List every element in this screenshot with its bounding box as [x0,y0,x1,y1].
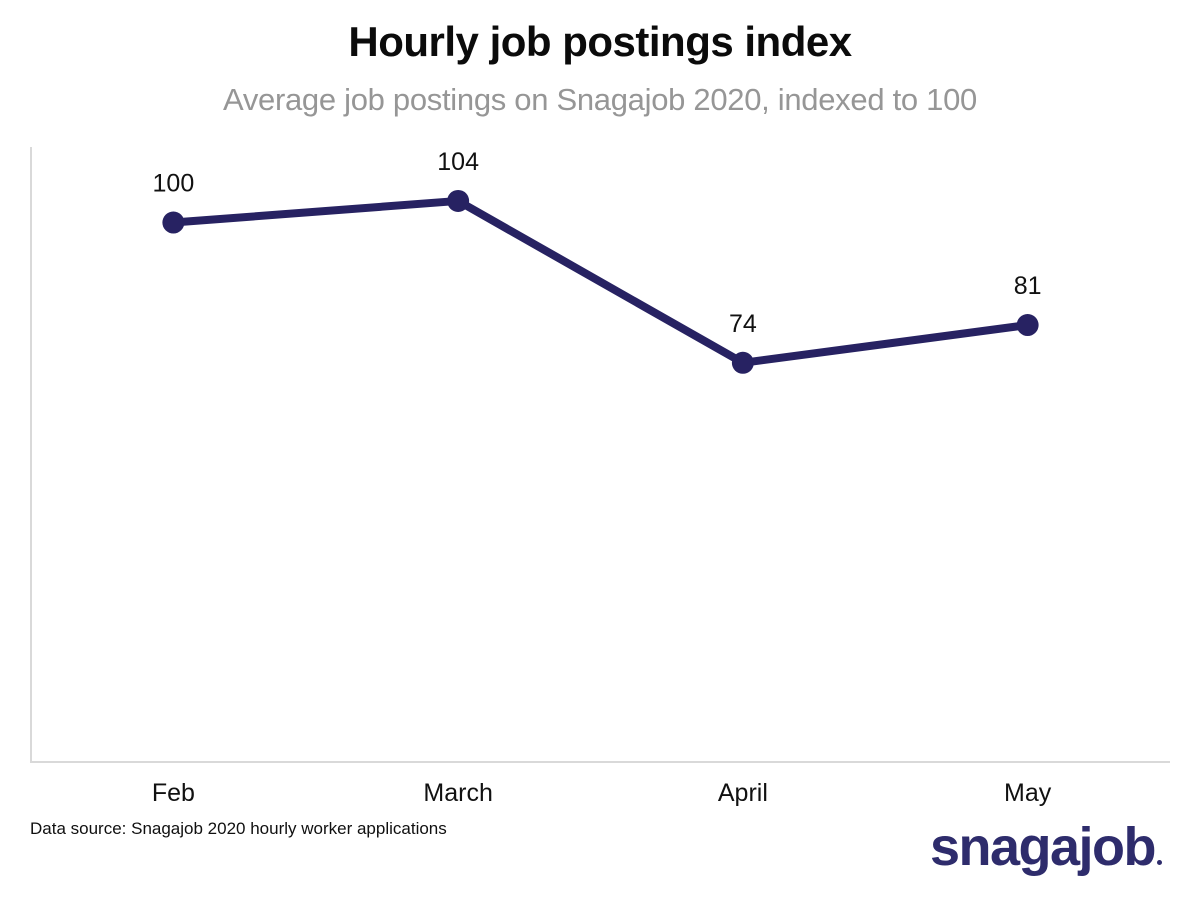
x-tick-label: March [423,779,492,807]
data-point-may [1016,314,1039,337]
value-labels-group: 100 104 74 81 [153,148,1042,338]
x-tick-labels-group: Feb March April May [152,779,1052,807]
data-point-april [731,351,754,374]
data-point-march [447,189,470,212]
x-tick-label: April [718,779,768,807]
snagajob-logo: snagajob [930,820,1162,874]
data-point-feb [162,211,185,234]
x-tick-label: May [1004,779,1052,807]
value-label: 104 [437,148,479,176]
value-label: 81 [1014,272,1042,300]
chart-title: Hourly job postings index [348,18,852,65]
value-label: 100 [153,170,195,198]
data-source-note: Data source: Snagajob 2020 hourly worker… [30,819,447,838]
value-label: 74 [729,310,757,338]
chart-subtitle: Average job postings on Snagajob 2020, i… [223,82,977,117]
series-line [169,196,1032,367]
x-tick-label: Feb [152,779,195,807]
logo-text: snagajob [929,817,1157,877]
series-group [162,189,1039,374]
registered-mark-icon [1157,860,1162,865]
